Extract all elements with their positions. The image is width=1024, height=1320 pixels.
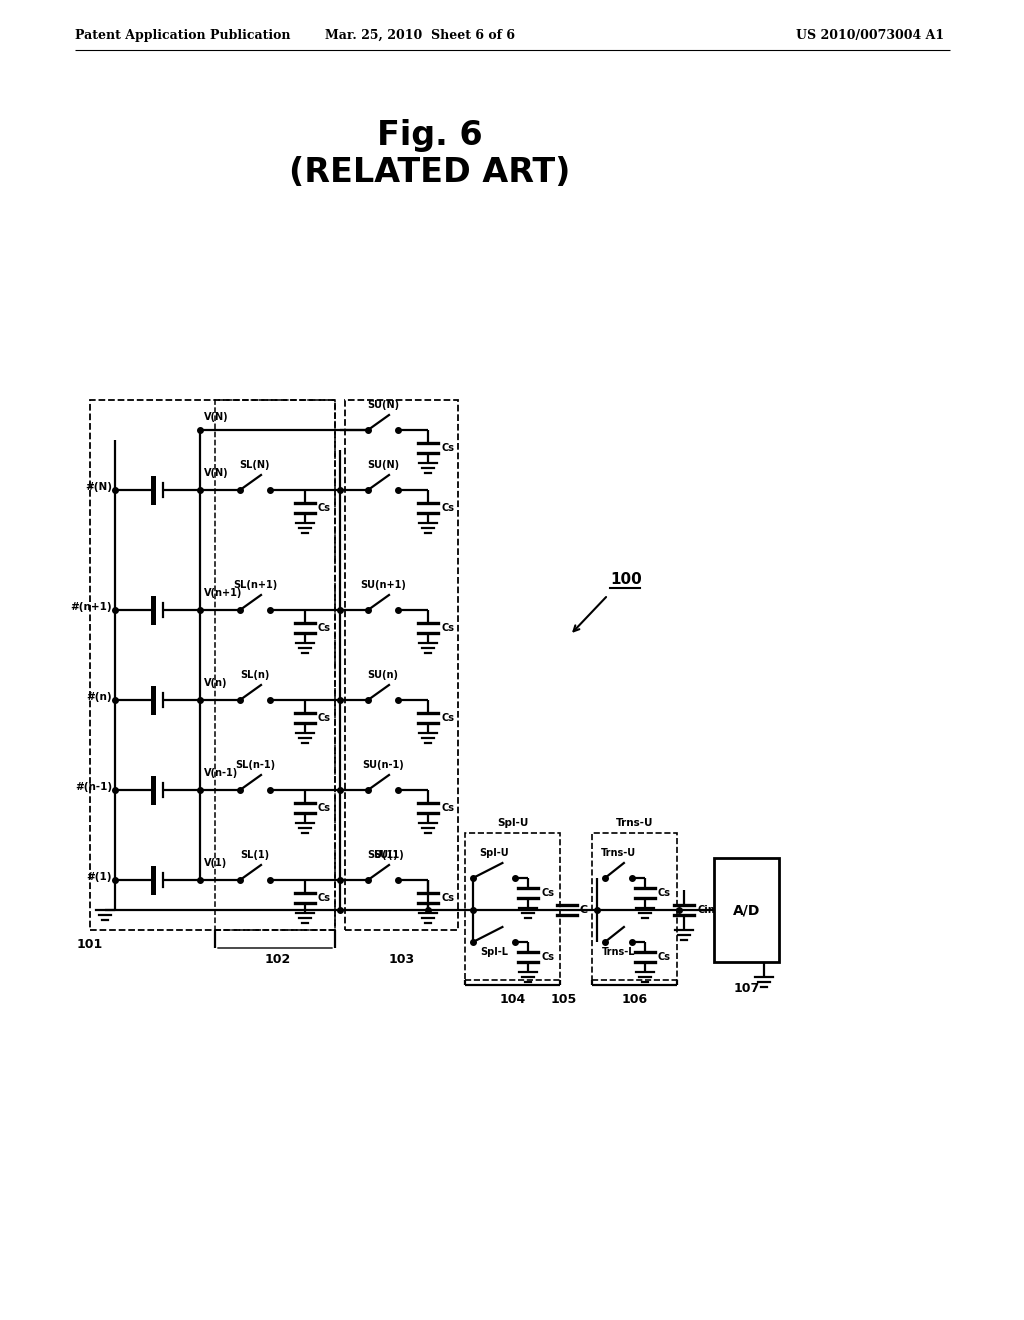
- Text: Cs: Cs: [541, 888, 554, 898]
- Text: Cs: Cs: [318, 894, 331, 903]
- Text: Cs: Cs: [441, 713, 454, 723]
- Text: SU(n): SU(n): [368, 671, 398, 680]
- Bar: [592, 833, 677, 979]
- Text: Cs: Cs: [541, 952, 554, 962]
- Text: Spl-U: Spl-U: [479, 847, 509, 858]
- Text: 100: 100: [610, 573, 642, 587]
- Text: Cs: Cs: [318, 803, 331, 813]
- Bar: [345, 400, 458, 931]
- Text: Spl-L: Spl-L: [480, 946, 508, 957]
- Text: #(n-1): #(n-1): [75, 781, 112, 792]
- Text: 106: 106: [622, 993, 647, 1006]
- Text: Cs: Cs: [441, 803, 454, 813]
- Text: V(n): V(n): [204, 678, 227, 688]
- Text: Cs: Cs: [318, 503, 331, 513]
- Text: V(1): V(1): [204, 858, 227, 869]
- Text: 107: 107: [733, 982, 760, 995]
- Bar: [90, 400, 335, 931]
- Text: SL(n): SL(n): [241, 671, 269, 680]
- Text: V(N): V(N): [204, 412, 228, 422]
- Text: SU(1): SU(1): [368, 850, 398, 861]
- Text: Cs: Cs: [658, 888, 671, 898]
- Text: Cs: Cs: [318, 713, 331, 723]
- Text: SU(N): SU(N): [367, 400, 399, 411]
- Text: SL(1): SL(1): [241, 850, 269, 861]
- Text: Cs: Cs: [318, 623, 331, 634]
- Text: #(n): #(n): [86, 692, 112, 702]
- Text: 102: 102: [264, 953, 291, 966]
- Text: Cs: Cs: [441, 623, 454, 634]
- Text: SL(n+1): SL(n+1): [232, 579, 278, 590]
- Text: Cs: Cs: [441, 503, 454, 513]
- Text: C: C: [580, 906, 588, 915]
- Text: SU(N): SU(N): [367, 459, 399, 470]
- Text: Cin: Cin: [697, 906, 715, 915]
- Text: Trns-L: Trns-L: [602, 946, 635, 957]
- Text: 104: 104: [500, 993, 525, 1006]
- Text: US 2010/0073004 A1: US 2010/0073004 A1: [796, 29, 944, 41]
- Text: #(n+1): #(n+1): [71, 602, 112, 612]
- Text: SU(n+1): SU(n+1): [360, 579, 406, 590]
- Text: A/D: A/D: [733, 903, 760, 917]
- Text: V(N): V(N): [204, 469, 228, 478]
- Text: Patent Application Publication: Patent Application Publication: [75, 29, 291, 41]
- Text: SL(N): SL(N): [240, 459, 270, 470]
- Text: Cs: Cs: [441, 444, 454, 453]
- Text: Mar. 25, 2010  Sheet 6 of 6: Mar. 25, 2010 Sheet 6 of 6: [325, 29, 515, 41]
- Text: Spl-U: Spl-U: [497, 818, 528, 828]
- Text: Trns-U: Trns-U: [601, 847, 636, 858]
- Bar: [714, 858, 779, 962]
- Text: (RELATED ART): (RELATED ART): [290, 156, 570, 189]
- Text: Fig. 6: Fig. 6: [377, 119, 482, 152]
- Text: #(N): #(N): [85, 482, 112, 492]
- Bar: [215, 400, 335, 931]
- Text: Trns-U: Trns-U: [615, 818, 653, 828]
- Text: Cs: Cs: [441, 894, 454, 903]
- Text: SU(1): SU(1): [373, 850, 403, 861]
- Text: V(n+1): V(n+1): [204, 587, 243, 598]
- Text: SL(n-1): SL(n-1): [234, 760, 275, 770]
- Text: 103: 103: [388, 953, 415, 966]
- Text: V(n-1): V(n-1): [204, 768, 239, 777]
- Bar: [465, 833, 560, 979]
- Text: 101: 101: [77, 939, 103, 950]
- Text: #(1): #(1): [86, 873, 112, 882]
- Text: 105: 105: [550, 993, 577, 1006]
- Text: SU(n-1): SU(n-1): [362, 760, 403, 770]
- Text: Cs: Cs: [658, 952, 671, 962]
